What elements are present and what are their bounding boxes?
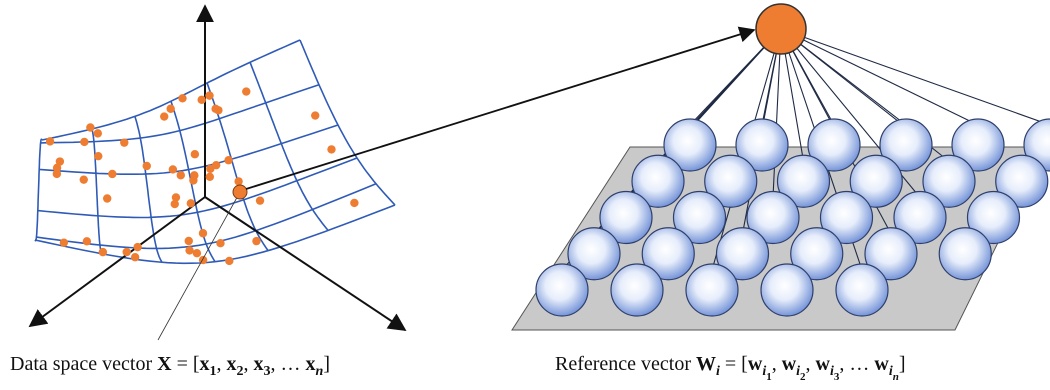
caption-part: x [254,353,264,375]
mesh-line [35,139,42,240]
data-point [94,129,102,137]
data-point [225,257,233,265]
caption-part: 2 [237,364,244,379]
weight-link [781,29,978,125]
data-point [169,165,177,173]
neuron [686,264,738,316]
data-point [206,173,214,181]
data-point [171,200,179,208]
caption-part: 1 [210,364,217,379]
caption-part: = [ [172,353,200,375]
axis [205,197,405,330]
caption-part: w [782,353,797,375]
neuron [761,264,813,316]
mesh-line [250,62,328,230]
mesh-line [38,158,357,218]
caption-part: x [227,353,237,375]
data-point [103,194,111,202]
caption-part: , [244,353,254,375]
data-point [327,145,335,153]
data-point [197,96,205,104]
data-point [256,196,264,204]
data-point [242,87,250,95]
data-point [133,243,141,251]
reference-map [512,4,1050,330]
data-point [187,199,195,207]
data-point [166,105,174,113]
data-point [205,91,213,99]
data-point [99,248,107,256]
caption-part: w [816,353,831,375]
caption-part: , [806,353,816,375]
data-point [60,238,68,246]
data-point [80,175,88,183]
caption-part: ] [323,353,330,375]
data-point [108,170,116,178]
data-point [216,239,224,247]
data-point [252,237,260,245]
data-point [193,249,201,257]
caption-part: , [217,353,227,375]
data-point [53,164,61,172]
caption-part: , … [839,353,874,375]
mesh-line [300,40,395,205]
neuron [836,264,888,316]
data-point [120,138,128,146]
caption-part: x [200,353,210,375]
mesh-line [92,129,102,254]
neuron [939,228,991,280]
neuron [536,264,588,316]
data-point [185,237,193,245]
pointer-line [158,192,240,340]
data-point [350,199,358,207]
caption-part: Reference vector [555,353,696,375]
data-point [189,176,197,184]
data-point [160,112,168,120]
data-point [212,161,220,169]
data-point [234,177,242,185]
data-point [224,156,232,164]
data-point [211,105,219,113]
caption-part: , [772,353,782,375]
caption-part: w [748,353,763,375]
caption-part: 3 [264,364,271,379]
data-point [80,138,88,146]
caption-part: X [157,353,172,375]
selected-point [233,185,247,199]
caption-part: w [874,353,889,375]
neuron [611,264,663,316]
mesh-line [35,205,395,263]
data-point [311,111,319,119]
winning-node [756,4,806,54]
caption-part: ] [899,353,906,375]
caption-part: Data space vector [10,353,157,375]
data-point [177,171,185,179]
caption-part: n [316,364,324,379]
caption-part: x [306,353,316,375]
data-point [131,253,139,261]
data-caption: Data space vector X = [x1, x2, x3, … xn] [10,353,330,379]
data-point [83,237,91,245]
data-point [178,94,186,102]
diagram: Data space vector X = [x1, x2, x3, … xn]… [0,0,1050,390]
caption-part: = [ [720,353,748,375]
data-point [185,246,193,254]
data-point [143,162,151,170]
data-point [191,150,199,158]
data-point [86,123,94,131]
data-point [46,137,54,145]
data-point [199,229,207,237]
data-point [123,248,131,256]
data-point [94,152,102,160]
data-point [199,256,207,264]
reference-caption: Reference vector Wi = [wi1, wi2, wi3, … … [555,353,906,383]
caption-part: W [696,353,716,375]
weight-link [781,29,1050,125]
caption-part: , … [271,353,306,375]
